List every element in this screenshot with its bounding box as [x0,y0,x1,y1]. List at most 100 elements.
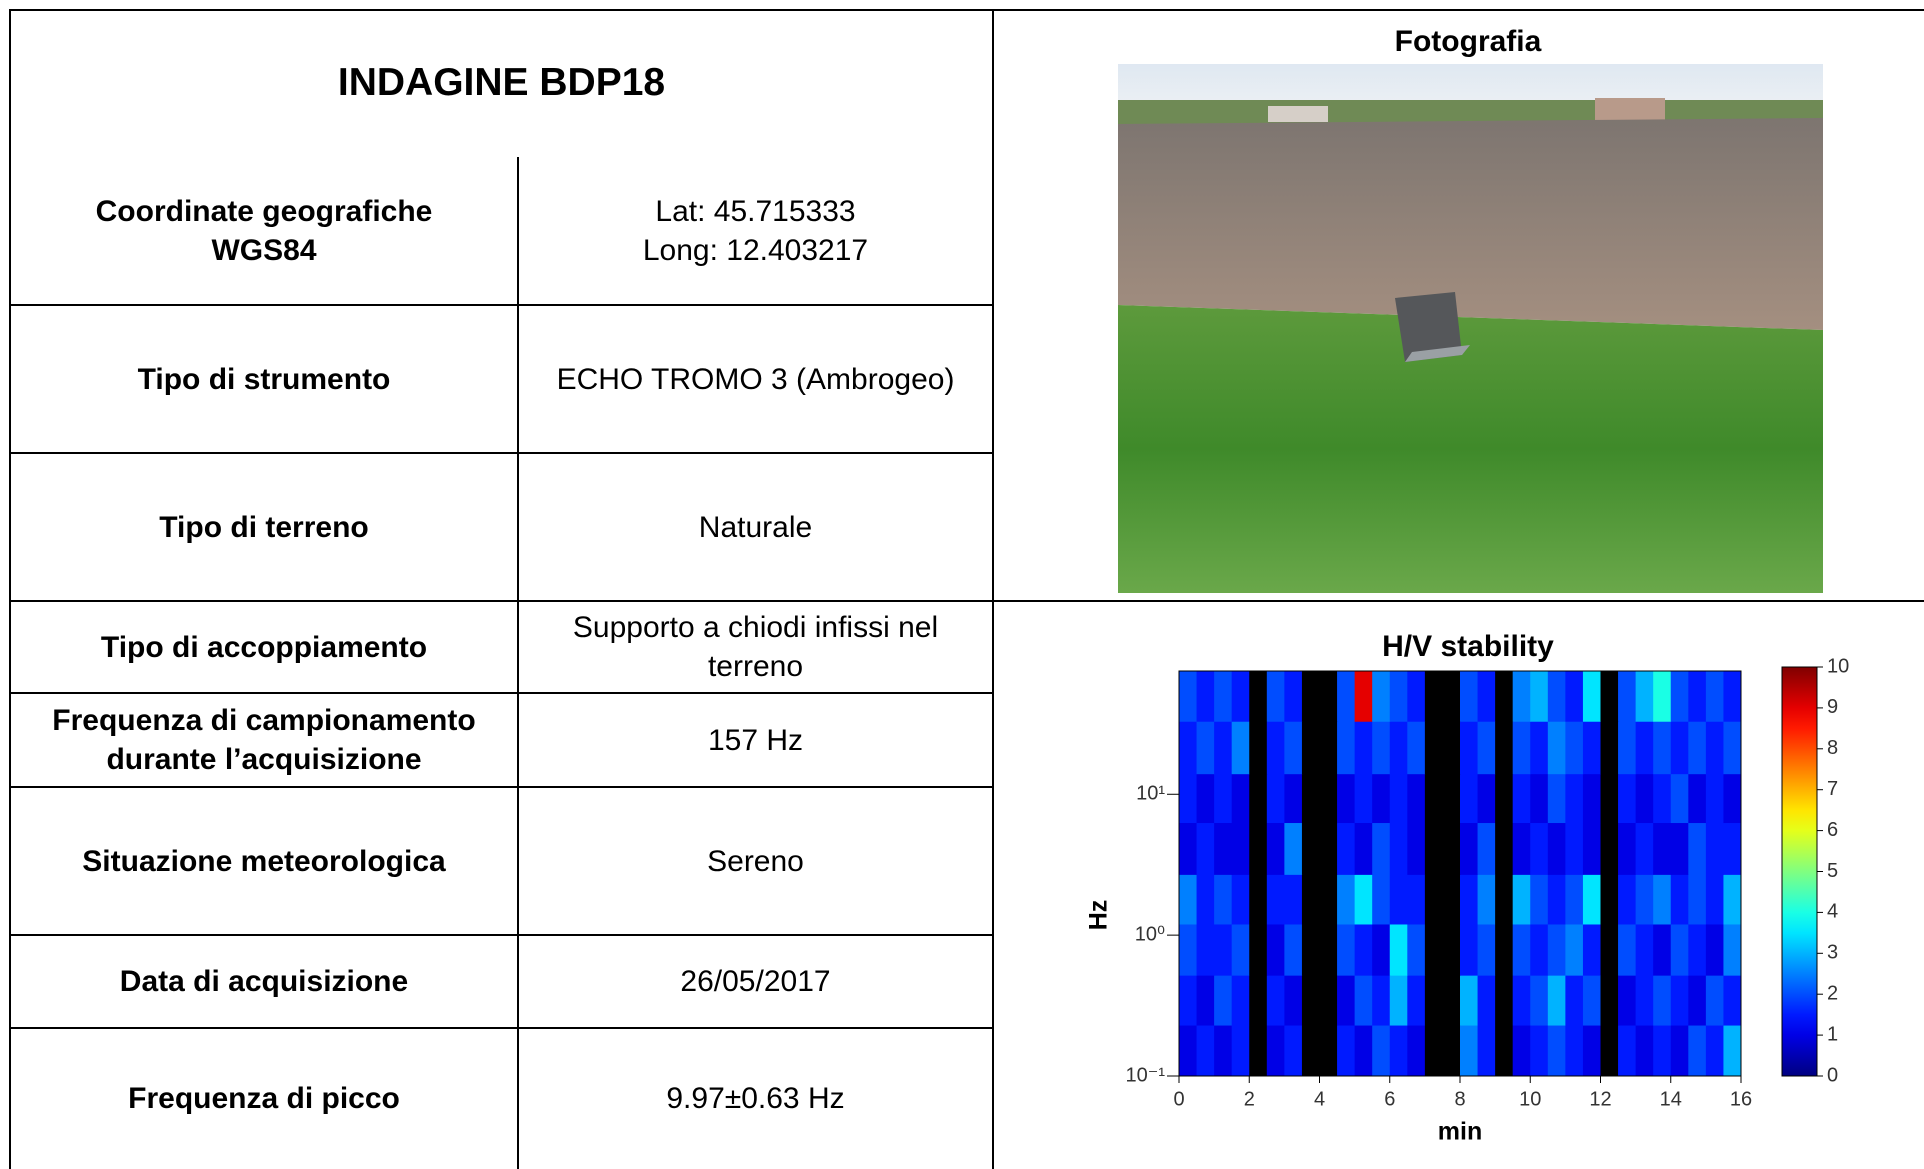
heat-cell [1231,822,1250,875]
heat-cell [1214,1025,1233,1077]
heat-cell [1547,671,1566,722]
heat-cell [1407,671,1426,722]
row-value: 9.97±0.63 Hz [666,1082,845,1115]
heat-cell [1530,773,1549,824]
gap-cell [1319,822,1338,875]
heat-cell [1477,822,1496,875]
heat-cell [1530,671,1549,722]
heat-cell [1337,975,1356,1026]
heat-cell [1512,923,1531,976]
gap-cell [1319,975,1338,1026]
gap-cell [1319,874,1338,925]
heat-cell [1477,721,1496,775]
gap-cell [1301,671,1320,722]
heat-cell [1179,923,1198,976]
gap-cell [1249,923,1268,976]
heat-cell [1231,773,1250,824]
colorbar-tick-label: 10 [1827,655,1849,677]
gap-cell [1301,773,1320,824]
heat-cell [1582,874,1601,925]
heat-cell [1284,671,1303,722]
heat-cell [1337,671,1356,722]
heat-cell [1354,1025,1373,1077]
heat-cell [1231,1025,1250,1077]
gap-cell [1442,1025,1461,1077]
heat-cell [1389,822,1408,875]
heat-cell [1284,874,1303,925]
y-tick-label: 10⁰ [1135,923,1165,945]
rule [10,934,993,936]
heat-cell [1196,1025,1215,1077]
heat-cell [1618,822,1637,875]
heat-cell [1337,1025,1356,1077]
row-label: Coordinate geografiche WGS84 [95,195,433,267]
heat-cell [1372,773,1391,824]
x-tick-label: 2 [1244,1088,1255,1110]
heat-cell [1547,1025,1566,1077]
heat-cell [1179,773,1198,824]
heat-cell [1389,975,1408,1026]
heat-cell [1635,721,1654,775]
heat-cell [1547,721,1566,775]
gap-cell [1319,671,1338,722]
colorbar-tick-label: 4 [1827,901,1838,923]
heat-cell [1284,975,1303,1026]
heat-cell [1670,923,1689,976]
gap-cell [1442,822,1461,875]
heat-cell [1705,671,1724,722]
heat-cell [1407,975,1426,1026]
heat-cell [1389,1025,1408,1077]
heat-cell [1565,671,1584,722]
x-tick-label: 4 [1314,1088,1325,1110]
x-tick-label: 0 [1173,1088,1184,1110]
heat-cell [1354,721,1373,775]
row-label: Tipo di strumento [137,362,391,396]
gap-cell [1301,721,1320,775]
heat-cell [1582,975,1601,1026]
gap-cell [1301,975,1320,1026]
heat-cell [1670,773,1689,824]
row-value: Naturale [698,510,813,544]
heat-cell [1530,975,1549,1026]
heat-cell [1266,671,1285,722]
gap-cell [1424,874,1443,925]
row-value: Lat: 45.715333 Long: 12.403217 [642,195,869,267]
gap-cell [1424,721,1443,775]
photo [1118,64,1823,593]
heat-cell [1231,923,1250,976]
gap-cell [1249,822,1268,875]
heat-cell [1179,671,1198,722]
rule [992,9,994,1169]
heat-cell [1372,671,1391,722]
heat-cell [1407,1025,1426,1077]
heat-cell [1460,874,1479,925]
heat-cell [1688,874,1707,925]
colorbar [1781,666,1818,1077]
heat-cell [1705,975,1724,1026]
heat-cell [1653,773,1672,824]
heat-cell [1460,671,1479,722]
rule [10,600,1924,602]
heat-cell [1354,671,1373,722]
gap-cell [1600,721,1619,775]
gap-cell [1319,923,1338,976]
heat-cell [1512,671,1531,722]
heat-cell [1582,1025,1601,1077]
colorbar-tick-label: 0 [1827,1064,1838,1086]
gap-cell [1424,671,1443,722]
rule [9,9,11,1169]
heat-cell [1372,1025,1391,1077]
heat-cell [1670,671,1689,722]
heat-cell [1653,1025,1672,1077]
heat-cell [1582,923,1601,976]
heat-cell [1389,923,1408,976]
gap-cell [1424,975,1443,1026]
heat-cell [1618,671,1637,722]
gap-cell [1495,822,1514,875]
heat-cell [1565,923,1584,976]
gap-cell [1319,721,1338,775]
heat-cell [1179,1025,1198,1077]
heat-cell [1530,1025,1549,1077]
